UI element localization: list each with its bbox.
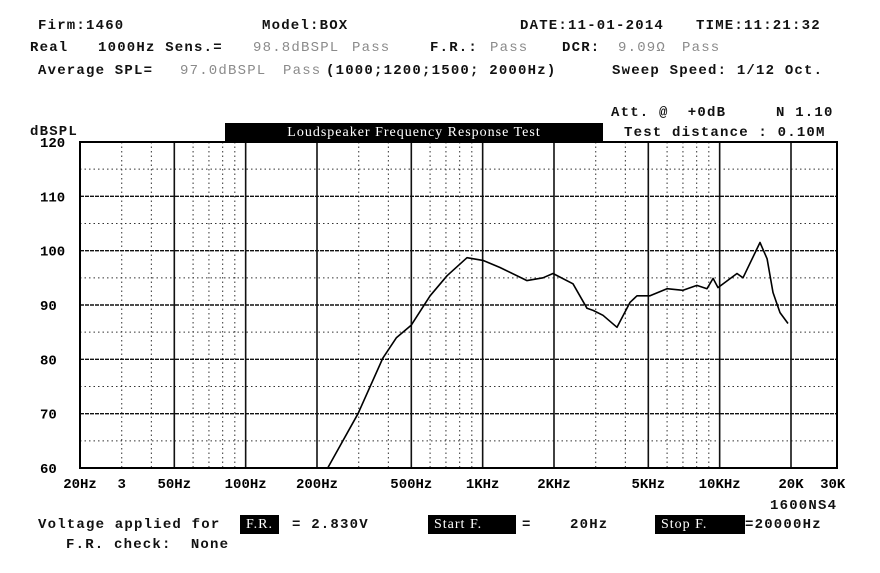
attenuation: Att. @ +0dB	[611, 105, 727, 121]
x-tick-label: 100Hz	[225, 477, 267, 493]
model: Model:BOX	[262, 18, 349, 34]
stop-freq-box: Stop F.	[655, 515, 745, 534]
sens-label: 1000Hz Sens.=	[98, 40, 223, 56]
n-value: N 1.10	[776, 105, 834, 121]
sweep-speed: Sweep Speed: 1/12 Oct.	[612, 63, 824, 79]
model-code: 1600NS4	[770, 498, 838, 514]
y-tick-label: 90	[40, 299, 57, 315]
x-tick-label: 3	[118, 477, 126, 493]
y-tick-label: 80	[40, 353, 57, 369]
x-tick-label: 50Hz	[158, 477, 192, 493]
x-tick-label: 20K	[778, 477, 804, 493]
voltage-value: = 2.830V	[292, 517, 369, 533]
test-distance: Test distance : 0.10M	[624, 125, 826, 141]
dcr-status: Pass	[682, 40, 721, 56]
plot-frame	[79, 141, 838, 469]
y-tick-label: 120	[40, 136, 65, 152]
x-tick-label: 1KHz	[466, 477, 500, 493]
x-tick-label: 5KHz	[632, 477, 666, 493]
dcr-value: 9.09Ω	[618, 40, 667, 56]
stop-freq-value: =20000Hz	[745, 517, 822, 533]
avg-status: Pass	[283, 63, 322, 79]
avg-value: 97.0dBSPL	[180, 63, 267, 79]
start-freq-value: 20Hz	[570, 517, 609, 533]
x-tick-label: 30K	[820, 477, 846, 493]
y-tick-label: 100	[40, 245, 65, 261]
avg-label: Average SPL=	[38, 63, 154, 79]
y-axis-label: dBSPL	[30, 124, 79, 140]
x-tick-label: 200Hz	[296, 477, 338, 493]
sens-value: 98.8dBSPL	[253, 40, 340, 56]
response-curve	[327, 241, 789, 469]
fr-status: Pass	[490, 40, 529, 56]
start-freq-box: Start F.	[428, 515, 516, 534]
date: DATE:11-01-2014	[520, 18, 665, 34]
avg-freqs: (1000;1200;1500; 2000Hz)	[326, 63, 557, 79]
start-eq: =	[522, 517, 532, 533]
real-label: Real	[30, 40, 69, 56]
x-tick-label: 2KHz	[537, 477, 571, 493]
fr-label: F.R.:	[430, 40, 479, 56]
sens-status: Pass	[352, 40, 391, 56]
chart-title: Loudspeaker Frequency Response Test	[225, 123, 603, 142]
x-tick-label: 20Hz	[63, 477, 97, 493]
dcr-label: DCR:	[562, 40, 601, 56]
voltage-label: Voltage applied for	[38, 517, 221, 533]
firm: Firm:1460	[38, 18, 125, 34]
y-tick-label: 70	[40, 408, 57, 424]
fr-box: F.R.	[240, 515, 280, 534]
y-tick-label: 110	[40, 190, 65, 206]
x-tick-label: 500Hz	[390, 477, 432, 493]
x-tick-label: 10KHz	[699, 477, 741, 493]
time: TIME:11:21:32	[696, 18, 821, 34]
fr-check: F.R. check: None	[66, 537, 230, 553]
y-tick-label: 60	[40, 462, 57, 478]
